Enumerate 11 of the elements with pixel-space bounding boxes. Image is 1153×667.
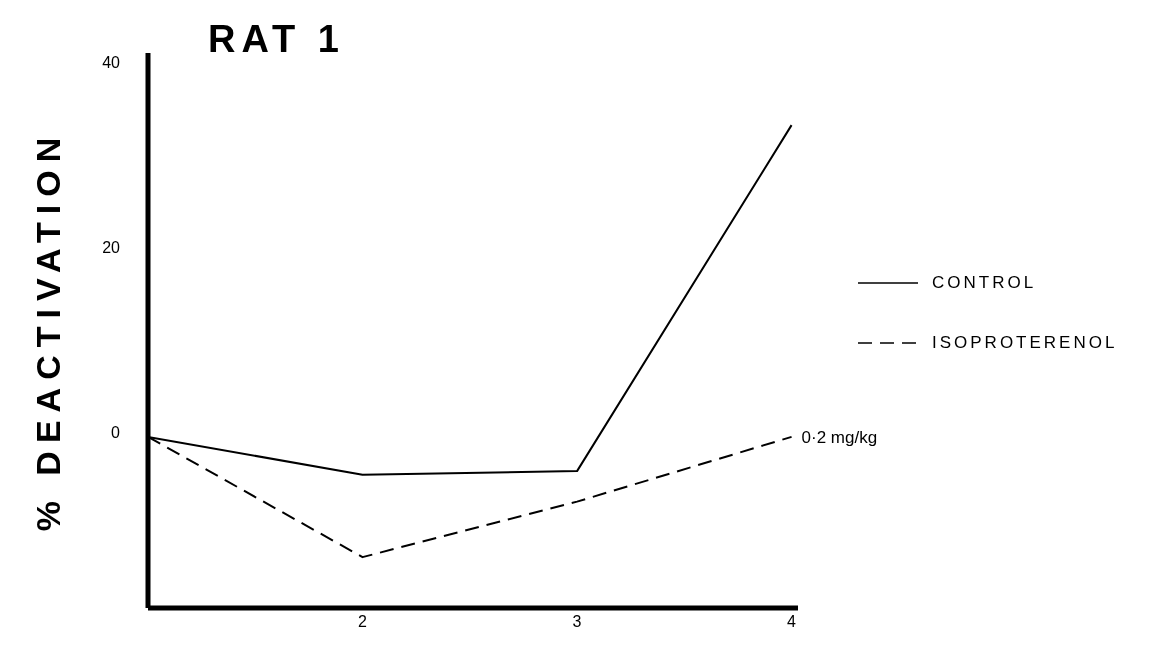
chart-title: RAT 1: [208, 18, 345, 61]
annotation: 0·2 mg/kg: [801, 427, 878, 447]
y-tick-label: 0: [111, 423, 121, 441]
legend-label: CONTROL: [932, 273, 1037, 293]
x-tick-label: 4: [787, 613, 797, 631]
y-tick-label: 40: [102, 53, 121, 71]
y-tick-label: 20: [102, 238, 121, 256]
legend-label: ISOPROTERENOL: [932, 333, 1118, 353]
y-axis-title: % DEACTIVATION: [29, 129, 68, 532]
x-tick-label: 2: [358, 613, 368, 631]
x-tick-label: 3: [572, 613, 582, 631]
